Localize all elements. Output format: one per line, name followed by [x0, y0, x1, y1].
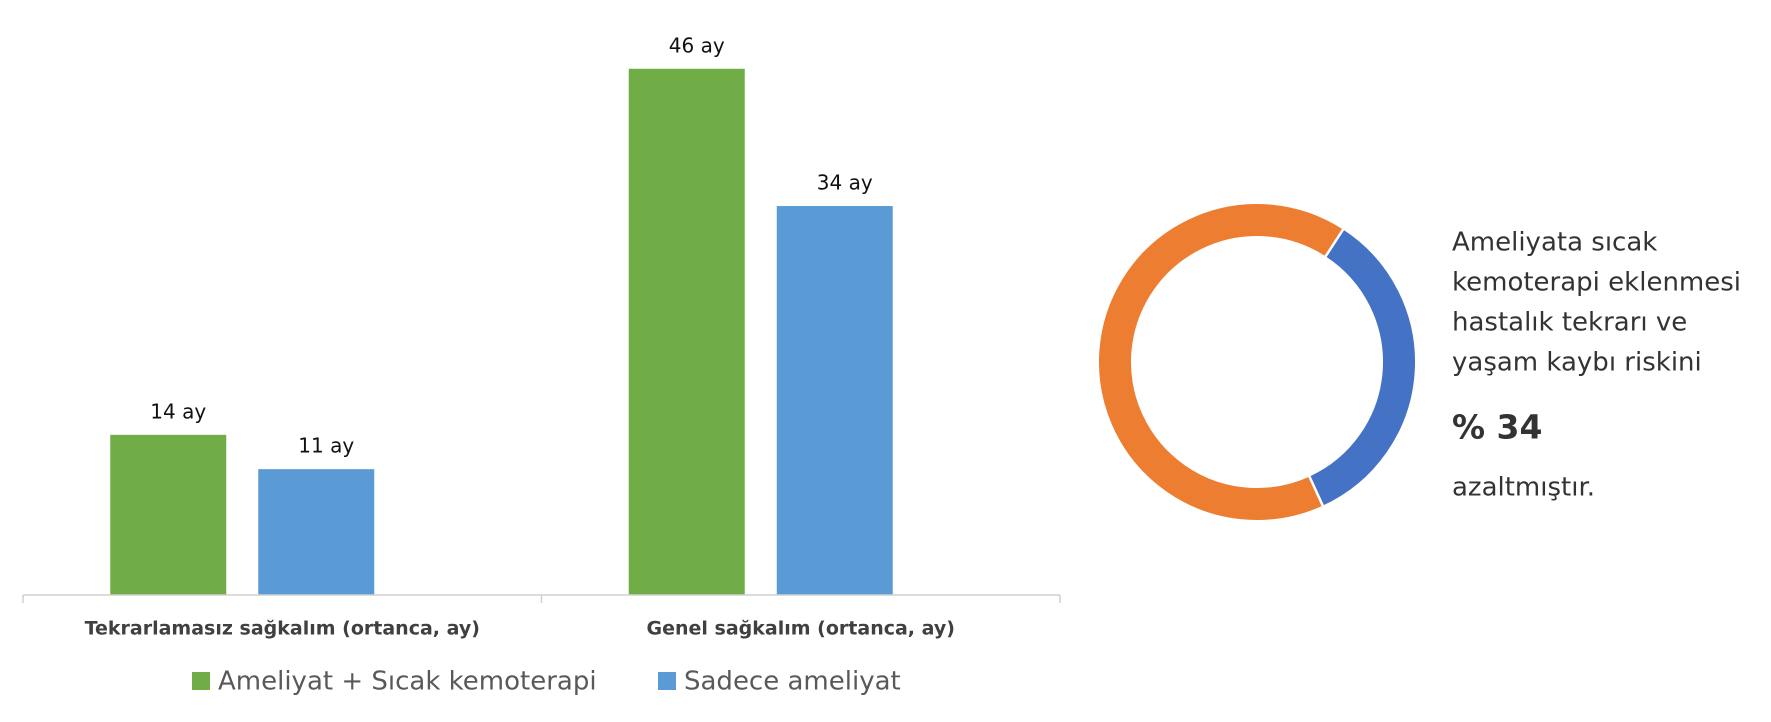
data-label: 34 ay	[817, 171, 873, 195]
bar	[110, 434, 227, 595]
donut-segment	[1309, 229, 1415, 506]
bar	[776, 206, 893, 596]
legend-swatch	[192, 672, 210, 690]
note-line: kemoterapi eklenmesi	[1452, 268, 1741, 298]
note-line: hastalık tekrarı ve	[1452, 308, 1687, 338]
note-line: Ameliyata sıcak	[1452, 228, 1657, 258]
data-label: 11 ay	[298, 434, 354, 458]
x-tick-label: Genel sağkalım (ortanca, ay)	[647, 618, 955, 640]
segment-separator	[1307, 475, 1325, 508]
data-label: 14 ay	[150, 399, 206, 423]
x-tick-label: Tekrarlamasız sağkalım (ortanca, ay)	[85, 618, 480, 640]
data-label: 46 ay	[669, 33, 725, 57]
legend-swatch	[658, 672, 676, 690]
note-closing: azaltmıştır.	[1452, 473, 1595, 503]
bar	[258, 469, 375, 595]
legend-label: Ameliyat + Sıcak kemoterapi	[218, 667, 597, 697]
segment-separator	[1324, 227, 1345, 258]
note-line: yaşam kaybı riskini	[1452, 348, 1702, 378]
note-highlight: % 34	[1452, 408, 1542, 447]
legend-label: Sadece ameliyat	[684, 667, 901, 697]
donut-segment	[1099, 204, 1344, 520]
bar	[628, 68, 745, 595]
